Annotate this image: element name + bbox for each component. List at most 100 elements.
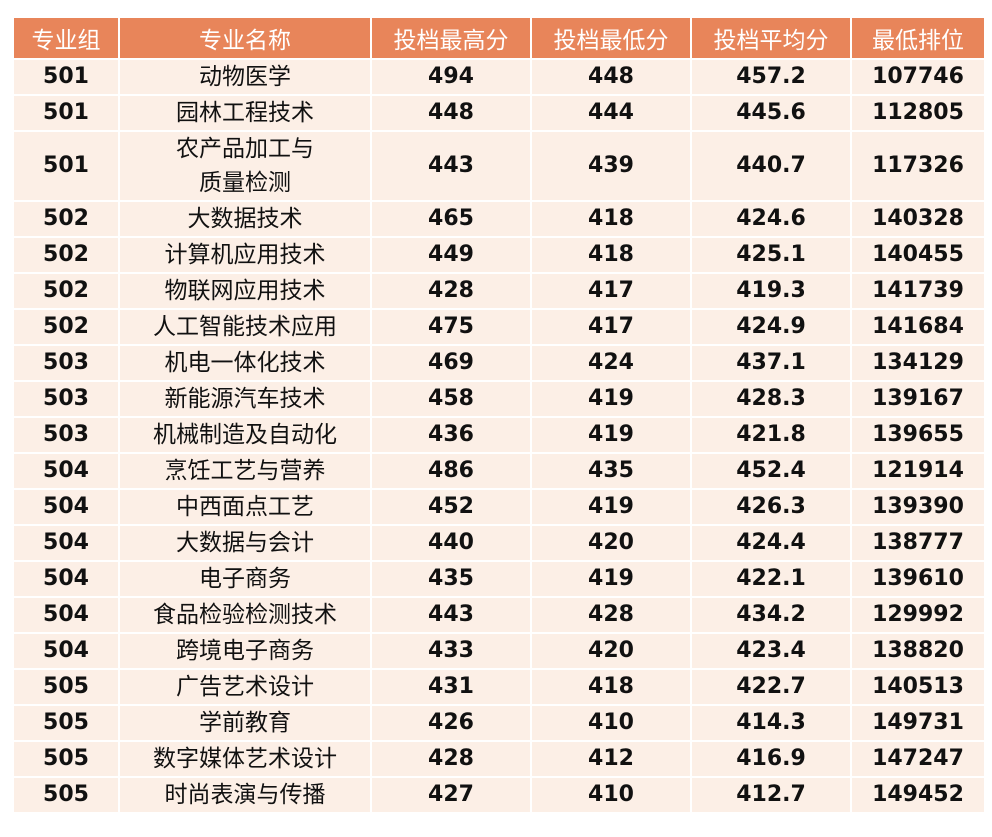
major-name-cell: 计算机应用技术: [118, 236, 372, 274]
table-row: 504 大数据与会计 440 420 424.4 138777: [12, 524, 986, 562]
cell: 412.7: [690, 776, 852, 814]
cell: 439: [530, 130, 692, 202]
major-name-cell: 跨境电子商务: [118, 632, 372, 670]
cell: 129992: [850, 596, 986, 634]
cell: 414.3: [690, 704, 852, 742]
cell: 419: [530, 560, 692, 598]
cell: 503: [12, 344, 120, 382]
cell: 419: [530, 416, 692, 454]
header-cell: 专业组: [12, 16, 120, 60]
table-row: 503 机械制造及自动化 436 419 421.8 139655: [12, 416, 986, 454]
cell: 443: [370, 130, 532, 202]
table-row: 503 新能源汽车技术 458 419 428.3 139167: [12, 380, 986, 418]
cell: 412: [530, 740, 692, 778]
table-row: 502 计算机应用技术 449 418 425.1 140455: [12, 236, 986, 274]
major-name-cell: 农产品加工与 质量检测: [118, 130, 372, 202]
cell: 423.4: [690, 632, 852, 670]
major-name-cell: 中西面点工艺: [118, 488, 372, 526]
table-row: 505 数字媒体艺术设计 428 412 416.9 147247: [12, 740, 986, 778]
cell: 501: [12, 94, 120, 132]
major-name-cell: 食品检验检测技术: [118, 596, 372, 634]
cell: 121914: [850, 452, 986, 490]
cell: 420: [530, 524, 692, 562]
cell: 425.1: [690, 236, 852, 274]
table-body: 501 动物医学 494 448 457.2 107746 501 园林工程技术 448 444 4…: [12, 58, 986, 814]
cell: 140455: [850, 236, 986, 274]
cell: 138820: [850, 632, 986, 670]
cell: 139167: [850, 380, 986, 418]
cell: 504: [12, 632, 120, 670]
cell: 424.9: [690, 308, 852, 346]
cell: 436: [370, 416, 532, 454]
table-row: 505 学前教育 426 410 414.3 149731: [12, 704, 986, 742]
cell: 422.7: [690, 668, 852, 706]
cell: 141739: [850, 272, 986, 310]
cell: 504: [12, 488, 120, 526]
cell: 419.3: [690, 272, 852, 310]
cell: 443: [370, 596, 532, 634]
cell: 149731: [850, 704, 986, 742]
major-name-cell: 动物医学: [118, 58, 372, 96]
major-name-cell: 广告艺术设计: [118, 668, 372, 706]
cell: 107746: [850, 58, 986, 96]
header-cell: 投档最高分: [370, 16, 532, 60]
cell: 437.1: [690, 344, 852, 382]
table-row: 501 农产品加工与 质量检测 443 439 440.7 117326: [12, 130, 986, 202]
cell: 444: [530, 94, 692, 132]
cell: 452.4: [690, 452, 852, 490]
cell: 140328: [850, 200, 986, 238]
major-name-cell: 园林工程技术: [118, 94, 372, 132]
cell: 440: [370, 524, 532, 562]
cell: 435: [370, 560, 532, 598]
table-row: 504 食品检验检测技术 443 428 434.2 129992: [12, 596, 986, 634]
table-row: 504 烹饪工艺与营养 486 435 452.4 121914: [12, 452, 986, 490]
cell: 505: [12, 776, 120, 814]
cell: 502: [12, 236, 120, 274]
cell: 435: [530, 452, 692, 490]
cell: 424: [530, 344, 692, 382]
major-name-cell: 新能源汽车技术: [118, 380, 372, 418]
cell: 139655: [850, 416, 986, 454]
cell: 428.3: [690, 380, 852, 418]
table-row: 502 大数据技术 465 418 424.6 140328: [12, 200, 986, 238]
cell: 504: [12, 524, 120, 562]
cell: 141684: [850, 308, 986, 346]
cell: 134129: [850, 344, 986, 382]
cell: 448: [370, 94, 532, 132]
table-row: 504 跨境电子商务 433 420 423.4 138820: [12, 632, 986, 670]
header-row: 专业组 专业名称 投档最高分 投档最低分 投档平均分 最低排位: [12, 16, 986, 60]
cell: 440.7: [690, 130, 852, 202]
major-name-cell: 人工智能技术应用: [118, 308, 372, 346]
cell: 504: [12, 560, 120, 598]
cell: 428: [370, 272, 532, 310]
cell: 505: [12, 668, 120, 706]
major-name-cell: 大数据与会计: [118, 524, 372, 562]
score-table: 专业组 专业名称 投档最高分 投档最低分 投档平均分 最低排位 501 动物医学 494 448…: [12, 16, 986, 814]
cell: 503: [12, 380, 120, 418]
cell: 501: [12, 58, 120, 96]
cell: 428: [370, 740, 532, 778]
cell: 502: [12, 272, 120, 310]
cell: 502: [12, 200, 120, 238]
cell: 418: [530, 668, 692, 706]
header-cell: 投档最低分: [530, 16, 692, 60]
cell: 449: [370, 236, 532, 274]
cell: 112805: [850, 94, 986, 132]
cell: 417: [530, 308, 692, 346]
cell: 458: [370, 380, 532, 418]
major-name-cell: 烹饪工艺与营养: [118, 452, 372, 490]
cell: 149452: [850, 776, 986, 814]
cell: 117326: [850, 130, 986, 202]
header-cell: 投档平均分: [690, 16, 852, 60]
header-cell: 专业名称: [118, 16, 372, 60]
cell: 457.2: [690, 58, 852, 96]
cell: 494: [370, 58, 532, 96]
table-row: 504 电子商务 435 419 422.1 139610: [12, 560, 986, 598]
cell: 410: [530, 776, 692, 814]
cell: 503: [12, 416, 120, 454]
cell: 431: [370, 668, 532, 706]
table-row: 504 中西面点工艺 452 419 426.3 139390: [12, 488, 986, 526]
major-name-cell: 物联网应用技术: [118, 272, 372, 310]
cell: 416.9: [690, 740, 852, 778]
